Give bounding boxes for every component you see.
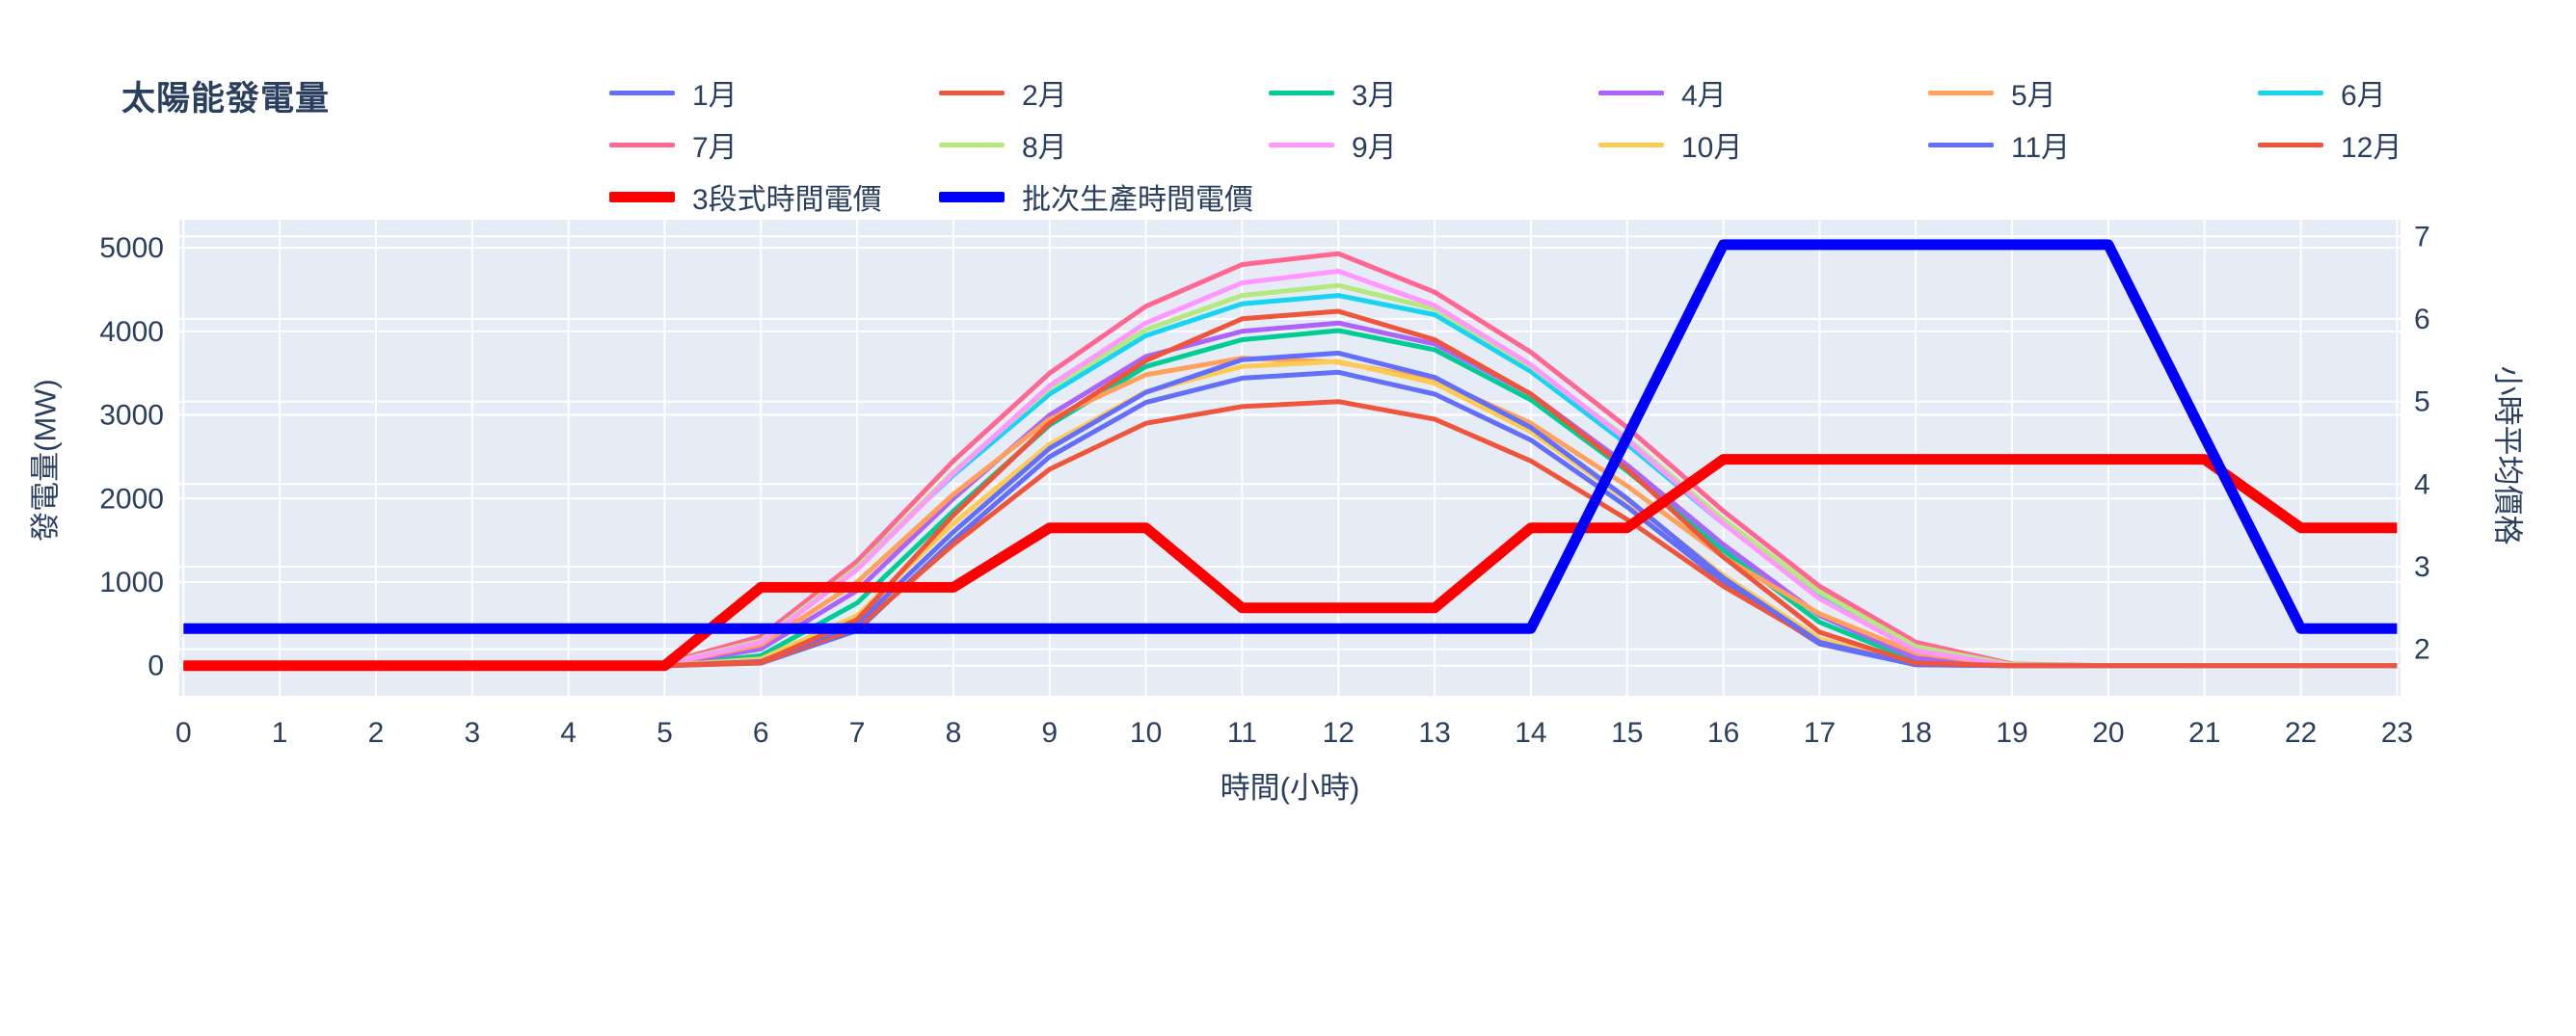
legend-label: 10月 [1681, 132, 1743, 164]
y-right-axis-title: 小時平均價格 [2490, 365, 2525, 545]
y-left-tick-labels: 0 1000 2000 3000 4000 5000 [99, 232, 164, 682]
x-tick-labels: 0 1 2 3 4 5 6 7 8 9 10 11 12 13 14 15 16 17 18 19 20 21 22 23 [175, 717, 2413, 749]
svg-text:4000: 4000 [99, 316, 164, 348]
svg-text:10: 10 [1130, 717, 1162, 749]
legend-label: 12月 [2341, 132, 2402, 164]
legend-swatch-3月 [1269, 90, 1334, 95]
svg-text:7: 7 [849, 717, 866, 749]
svg-text:6: 6 [2414, 304, 2430, 335]
legend-swatch-10月 [1598, 142, 1664, 147]
svg-text:6: 6 [753, 717, 769, 749]
svg-text:23: 23 [2381, 717, 2413, 749]
svg-text:21: 21 [2188, 717, 2220, 749]
legend-swatch-7月 [609, 142, 675, 147]
svg-text:0: 0 [175, 717, 192, 749]
legend-swatch-批次生產時間電價 [939, 191, 1005, 202]
svg-text:2: 2 [2414, 634, 2430, 666]
svg-text:5: 5 [657, 717, 673, 749]
svg-text:4: 4 [560, 717, 577, 749]
legend-swatch-6月 [2258, 90, 2323, 95]
series-line-批次生產時間電價[interactable] [183, 239, 2398, 634]
legend-item-1月[interactable]: 1月 [609, 73, 738, 112]
legend-item-2月[interactable]: 2月 [939, 73, 1067, 112]
svg-text:1: 1 [272, 717, 288, 749]
legend-swatch-3段式時間電價 [609, 191, 675, 202]
legend-item-3段式時間電價[interactable]: 3段式時間電價 [609, 177, 882, 216]
legend-swatch-12月 [2258, 142, 2323, 147]
svg-text:0: 0 [148, 651, 164, 682]
legend-swatch-2月 [939, 90, 1005, 95]
legend-item-3月[interactable]: 3月 [1269, 73, 1397, 112]
legend-label: 3段式時間電價 [692, 184, 882, 216]
svg-text:11: 11 [1227, 717, 1257, 749]
legend-item-6月[interactable]: 6月 [2258, 73, 2386, 112]
legend-swatch-9月 [1269, 142, 1334, 147]
legend-swatch-5月 [1928, 90, 1994, 95]
legend-label: 3月 [1352, 80, 1397, 112]
legend-item-9月[interactable]: 9月 [1269, 125, 1397, 164]
legend-label: 2月 [1022, 80, 1067, 112]
legend-label: 8月 [1022, 132, 1067, 164]
legend-label: 5月 [2011, 80, 2056, 112]
svg-text:2000: 2000 [99, 483, 164, 515]
svg-text:20: 20 [2092, 717, 2124, 749]
svg-text:3000: 3000 [99, 400, 164, 432]
svg-text:19: 19 [1996, 717, 2027, 749]
svg-text:3: 3 [2414, 551, 2430, 583]
legend-item-8月[interactable]: 8月 [939, 125, 1067, 164]
legend-label: 7月 [692, 132, 738, 164]
svg-text:14: 14 [1515, 717, 1546, 749]
y-right-tick-labels: 2 3 4 5 6 7 [2414, 221, 2430, 665]
svg-text:17: 17 [1804, 717, 1836, 749]
svg-text:4: 4 [2414, 468, 2430, 500]
svg-text:18: 18 [1900, 717, 1932, 749]
legend-item-10月[interactable]: 10月 [1598, 125, 1742, 164]
chart-title: 太陽能發電量 [121, 80, 331, 118]
legend-item-12月[interactable]: 12月 [2258, 125, 2402, 164]
svg-text:15: 15 [1611, 717, 1643, 749]
legend-swatch-8月 [939, 142, 1005, 147]
svg-text:22: 22 [2285, 717, 2317, 749]
legend-swatch-1月 [609, 90, 675, 95]
svg-text:16: 16 [1707, 717, 1739, 749]
y-left-axis-title: 發電量(MW) [28, 379, 63, 542]
svg-text:5000: 5000 [99, 232, 164, 264]
legend-label: 11月 [2011, 132, 2071, 164]
svg-text:7: 7 [2414, 221, 2430, 252]
legend: 1月 2月 3月 4月 5月 6月 7月 8月 9月 10月 11月 12月 3段式時間電價 批次生產時間… [0, 0, 2576, 222]
legend-label: 批次生產時間電價 [1022, 184, 1253, 216]
svg-text:5: 5 [2414, 386, 2430, 418]
svg-text:12: 12 [1323, 717, 1355, 749]
legend-swatch-4月 [1598, 90, 1664, 95]
legend-label: 6月 [2341, 80, 2386, 112]
svg-text:2: 2 [368, 717, 385, 749]
legend-item-11月[interactable]: 11月 [1928, 125, 2070, 164]
series-lines [183, 239, 2398, 672]
legend-item-7月[interactable]: 7月 [609, 125, 738, 164]
svg-text:8: 8 [946, 717, 962, 749]
legend-label: 4月 [1681, 80, 1727, 112]
legend-swatch-11月 [1928, 142, 1994, 147]
svg-text:1000: 1000 [99, 567, 164, 598]
x-axis-title: 時間(小時) [1220, 771, 1360, 805]
svg-text:9: 9 [1041, 717, 1058, 749]
legend-item-4月[interactable]: 4月 [1598, 73, 1727, 112]
legend-label: 9月 [1352, 132, 1397, 164]
legend-item-5月[interactable]: 5月 [1928, 73, 2056, 112]
legend-item-批次生產時間電價[interactable]: 批次生產時間電價 [939, 177, 1253, 216]
series-line-3段式時間電價[interactable] [183, 454, 2398, 672]
legend-label: 1月 [692, 80, 738, 112]
svg-text:13: 13 [1418, 717, 1450, 749]
svg-text:3: 3 [464, 717, 480, 749]
